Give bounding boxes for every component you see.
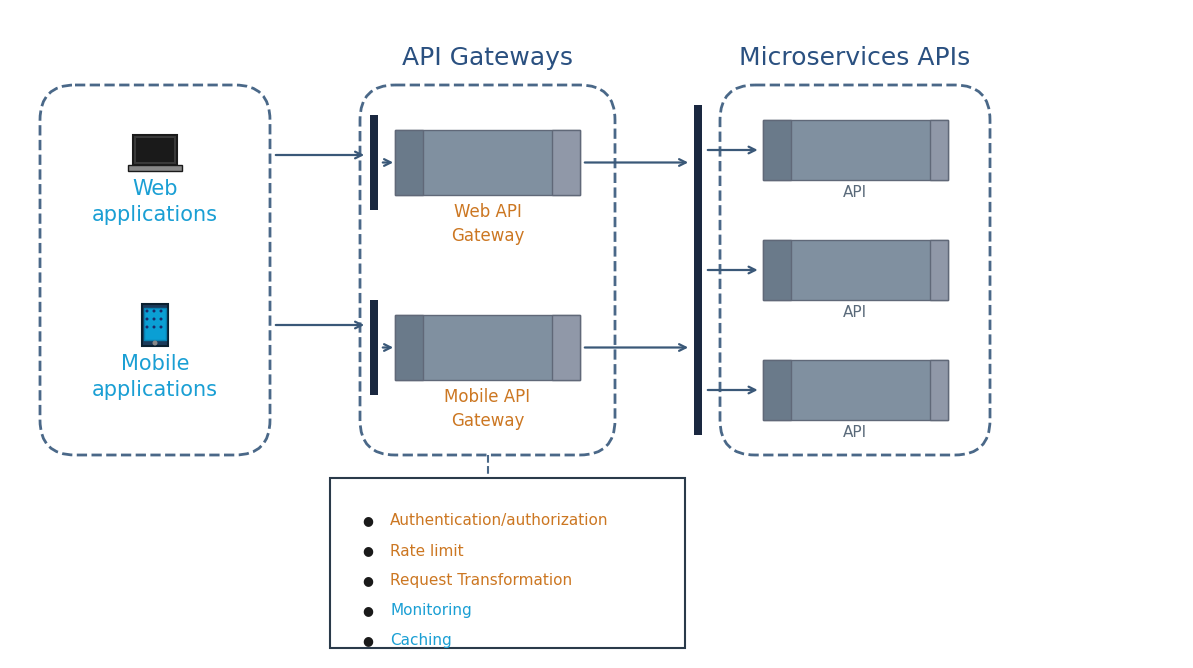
Bar	[929, 360, 947, 420]
Circle shape	[153, 309, 155, 313]
Text: Web
applications: Web applications	[92, 179, 218, 225]
Bar	[762, 360, 947, 420]
Bar	[762, 120, 791, 180]
Text: API Gateways: API Gateways	[402, 46, 573, 70]
Circle shape	[146, 325, 148, 329]
Bar	[136, 138, 174, 162]
Bar	[694, 105, 701, 435]
Bar	[762, 120, 947, 180]
Circle shape	[146, 309, 148, 313]
Text: Microservices APIs: Microservices APIs	[740, 46, 971, 70]
Circle shape	[153, 341, 157, 345]
Bar	[552, 315, 580, 380]
Text: ●: ●	[363, 544, 373, 558]
Text: ●: ●	[363, 635, 373, 647]
Bar	[929, 120, 947, 180]
Text: ●: ●	[363, 514, 373, 528]
Bar	[762, 240, 947, 300]
Bar	[929, 240, 947, 300]
Circle shape	[160, 325, 162, 329]
Bar	[142, 304, 168, 346]
Text: Authentication/authorization: Authentication/authorization	[390, 514, 608, 528]
Bar	[395, 130, 424, 195]
Bar	[395, 315, 424, 380]
Bar	[128, 165, 183, 171]
Bar	[132, 135, 177, 165]
Bar	[330, 478, 685, 648]
Bar	[395, 315, 580, 380]
Text: API: API	[843, 185, 867, 200]
Circle shape	[153, 325, 155, 329]
Bar	[762, 360, 791, 420]
Text: Monitoring: Monitoring	[390, 603, 471, 619]
Text: API: API	[843, 305, 867, 320]
Bar	[552, 130, 580, 195]
Text: Request Transformation: Request Transformation	[390, 574, 573, 589]
Bar	[144, 308, 166, 340]
Circle shape	[153, 317, 155, 321]
Bar	[762, 240, 791, 300]
Bar	[370, 115, 378, 210]
Text: Mobile
applications: Mobile applications	[92, 354, 218, 400]
Text: ●: ●	[363, 605, 373, 617]
Text: Web API
Gateway: Web API Gateway	[451, 203, 524, 244]
Text: Mobile API
Gateway: Mobile API Gateway	[445, 388, 531, 430]
Text: Rate limit: Rate limit	[390, 544, 464, 558]
Circle shape	[160, 317, 162, 321]
Text: Caching: Caching	[390, 633, 452, 649]
Circle shape	[146, 317, 148, 321]
Text: ●: ●	[363, 574, 373, 587]
Circle shape	[160, 309, 162, 313]
Bar	[395, 130, 580, 195]
Text: API: API	[843, 425, 867, 440]
Bar	[370, 300, 378, 395]
